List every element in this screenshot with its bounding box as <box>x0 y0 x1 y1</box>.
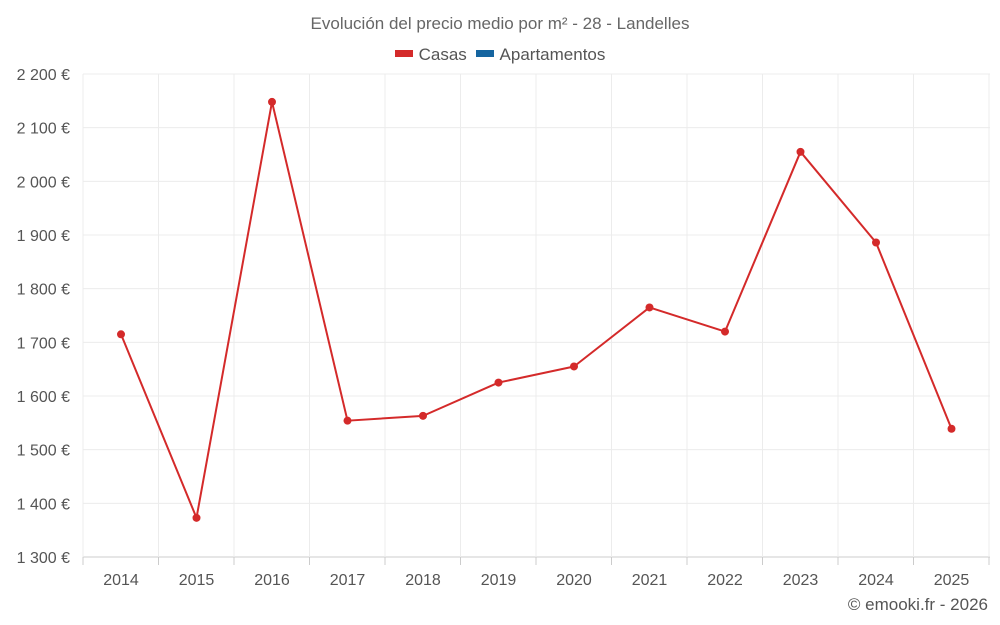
x-tick-label: 2024 <box>858 572 894 589</box>
data-point <box>268 97 276 106</box>
x-tick-label: 2016 <box>254 572 290 589</box>
x-tick-label: 2021 <box>632 572 668 589</box>
x-tick-label: 2014 <box>103 572 139 589</box>
y-tick-label: 1 500 € <box>17 443 70 460</box>
data-point <box>192 513 201 522</box>
legend-label-casas: Casas <box>418 45 467 64</box>
chart-title: Evolución del precio medio por m² - 28 -… <box>310 14 690 33</box>
data-point <box>117 330 125 339</box>
legend-swatch-apartamentos <box>475 50 494 58</box>
y-tick-label: 2 200 € <box>17 67 70 84</box>
x-tick-label: 2023 <box>783 572 819 589</box>
x-tick-label: 2019 <box>481 572 517 589</box>
legend: Casas Apartamentos <box>0 45 1000 65</box>
y-tick-label: 1 700 € <box>17 335 70 352</box>
y-tick-label: 2 100 € <box>17 121 70 138</box>
x-tick-label: 2022 <box>707 572 743 589</box>
data-point <box>796 147 805 156</box>
y-tick-label: 2 000 € <box>17 174 70 191</box>
x-tick-label: 2020 <box>556 572 592 589</box>
legend-label-apartamentos: Apartamentos <box>499 45 606 64</box>
legend-swatch-casas <box>394 50 413 58</box>
series-line-casas <box>120 100 953 519</box>
y-tick-label: 1 400 € <box>17 496 70 513</box>
x-tick-label: 2025 <box>934 572 970 589</box>
data-point <box>645 303 654 312</box>
data-point <box>570 362 578 371</box>
y-tick-label: 1 800 € <box>17 282 70 299</box>
y-tick-label: 1 600 € <box>17 389 70 406</box>
legend-item-apartamentos[interactable]: Apartamentos <box>475 45 606 65</box>
x-tick-label: 2017 <box>330 572 366 589</box>
data-point <box>947 424 956 433</box>
x-tick-label: 2018 <box>405 572 441 589</box>
y-tick-label: 1 300 € <box>17 550 70 567</box>
legend-item-casas[interactable]: Casas <box>394 45 467 65</box>
copyright-notice: © emooki.fr - 2026 <box>847 595 988 614</box>
data-point <box>494 378 503 387</box>
data-point <box>419 411 427 420</box>
data-point <box>872 238 880 247</box>
data-point <box>721 327 729 336</box>
data-point <box>343 416 352 425</box>
x-tick-label: 2015 <box>179 572 215 589</box>
y-tick-label: 1 900 € <box>17 228 70 245</box>
